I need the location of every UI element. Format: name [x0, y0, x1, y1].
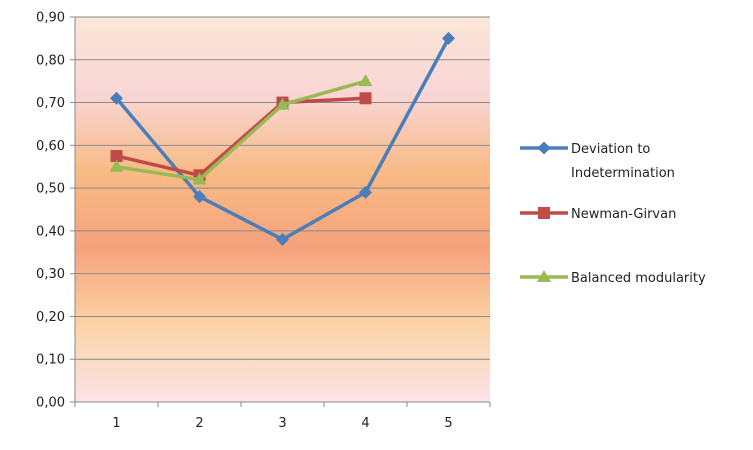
y-tick-label: 0,10	[36, 353, 65, 368]
legend-swatch-marker	[537, 270, 551, 282]
x-tick-label: 5	[444, 416, 452, 431]
legend: Deviation to Indetermination Newman-Girvan…	[520, 141, 706, 286]
x-tick-label: 1	[112, 416, 120, 431]
legend-label: Balanced modularity	[571, 271, 706, 286]
plot-background	[75, 17, 490, 402]
y-tick-label: 0,50	[36, 182, 65, 197]
series-point	[359, 185, 372, 199]
legend-label: Indetermination	[571, 166, 675, 181]
y-tick-label: 0,30	[36, 267, 65, 282]
series-point	[276, 232, 289, 246]
series-point	[275, 97, 290, 110]
series-line	[116, 79, 366, 182]
series-point	[442, 31, 455, 45]
x-tick-label: 4	[361, 416, 369, 431]
plot-area: 0,00 0,10 0,20 0,30 0,40 0,50 0,60 0,70 0,80 0,90…	[36, 11, 491, 431]
y-tick-label: 0,70	[36, 96, 65, 111]
series-point	[110, 91, 123, 105]
x-tick-label: 3	[278, 416, 286, 431]
legend-label: Deviation to	[571, 142, 650, 157]
legend-swatch-marker	[537, 141, 551, 155]
series-point	[359, 92, 372, 105]
y-tick-label: 0,80	[36, 53, 65, 68]
x-tick-label: 2	[195, 416, 203, 431]
series-point	[110, 150, 123, 163]
series-line	[116, 96, 366, 178]
series-point	[109, 159, 124, 172]
series-point	[193, 190, 206, 204]
legend-label: Newman-Girvan	[571, 207, 676, 222]
y-tick-label: 0,40	[36, 224, 65, 239]
y-tick-label: 0,90	[36, 11, 65, 26]
legend-swatch-marker	[538, 207, 550, 219]
series-point	[192, 172, 207, 185]
y-tick-label: 0,00	[36, 396, 65, 411]
y-tick-label: 0,60	[36, 139, 65, 154]
series-point	[358, 74, 373, 87]
y-tick-label: 0,20	[36, 310, 65, 325]
